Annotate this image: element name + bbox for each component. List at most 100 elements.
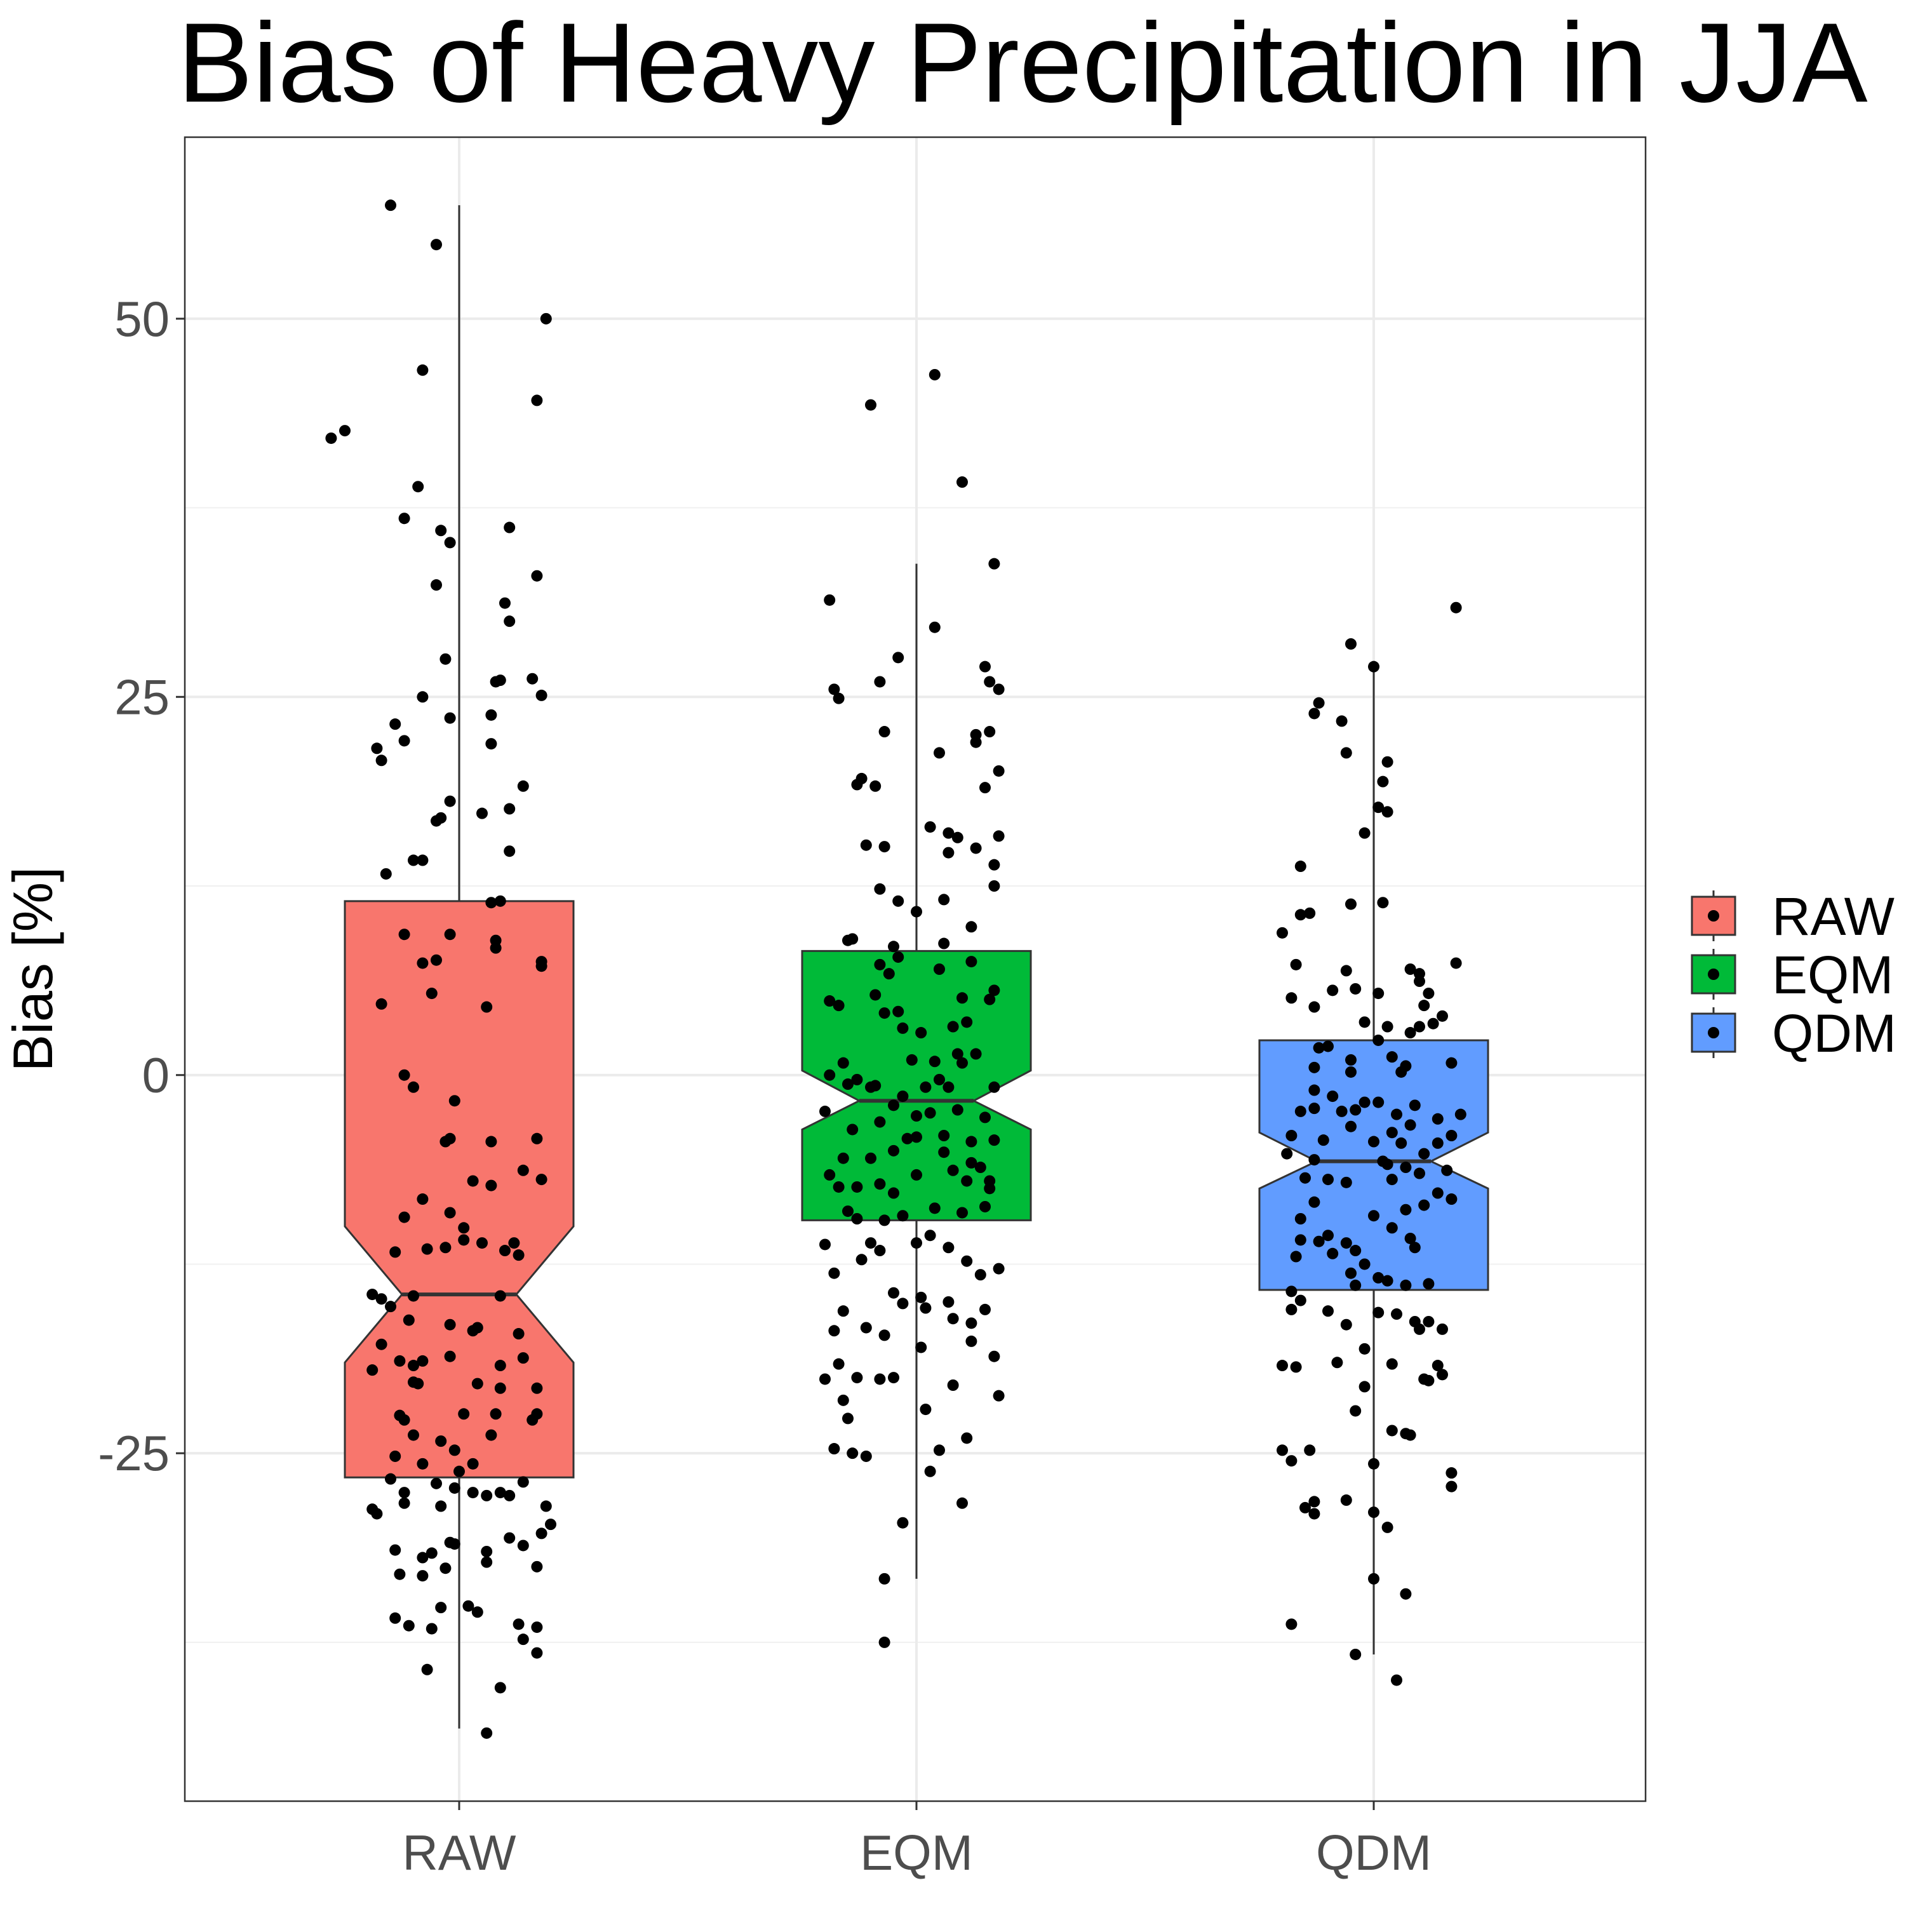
data-point [531, 570, 543, 582]
data-point [943, 827, 955, 839]
data-point [439, 1136, 452, 1148]
data-point [471, 1606, 483, 1618]
data-point [408, 854, 419, 866]
data-point [1368, 1210, 1379, 1222]
data-point [417, 364, 429, 376]
data-point [471, 1322, 483, 1334]
data-point [924, 1230, 936, 1242]
data-point [934, 1073, 945, 1085]
data-point [819, 1238, 831, 1251]
data-point [531, 1408, 543, 1420]
data-point [1313, 1042, 1325, 1054]
data-point [517, 1540, 529, 1552]
data-point [1308, 1001, 1320, 1013]
data-point [431, 815, 442, 827]
data-point [1340, 965, 1352, 977]
data-point [1427, 1017, 1439, 1030]
data-point [1331, 1357, 1343, 1369]
data-point [485, 709, 497, 721]
data-point [1404, 1232, 1416, 1244]
data-point [1400, 1588, 1412, 1600]
data-point [1290, 958, 1302, 970]
data-point [504, 803, 516, 815]
data-point [398, 929, 410, 941]
box-eqm [801, 949, 1032, 1221]
data-point [1358, 1343, 1371, 1355]
data-point [1418, 1000, 1430, 1012]
data-point [1386, 1222, 1398, 1234]
data-point [1336, 715, 1348, 727]
data-point [1345, 1120, 1357, 1132]
data-point [938, 894, 950, 906]
data-point [965, 1157, 977, 1169]
data-point [504, 1532, 516, 1544]
data-point [398, 1414, 410, 1426]
chart-title: Bias of Heavy Precipitation in JJA [177, 0, 1868, 126]
data-point [1372, 988, 1385, 1000]
data-point [426, 988, 438, 1000]
data-point [974, 1162, 986, 1174]
data-point [1308, 1154, 1320, 1166]
data-point [431, 954, 442, 966]
data-point [988, 859, 1000, 871]
data-point [993, 765, 1005, 777]
data-point [1386, 1051, 1398, 1063]
data-point [984, 676, 996, 688]
data-point [943, 1242, 955, 1254]
data-point [417, 1355, 429, 1367]
data-point [979, 782, 991, 794]
data-point [1381, 1021, 1393, 1033]
data-point [970, 842, 982, 854]
data-point [1386, 1174, 1398, 1186]
data-point [860, 1322, 872, 1334]
data-point [1340, 1318, 1352, 1331]
data-point [988, 558, 1000, 570]
data-point [833, 1358, 845, 1370]
data-point [874, 1178, 886, 1190]
data-point [1345, 1066, 1357, 1078]
data-point [375, 755, 387, 767]
data-point [458, 1222, 470, 1234]
data-point [855, 1254, 868, 1266]
data-point [1404, 1119, 1416, 1131]
data-point [1358, 1381, 1371, 1393]
data-point [1381, 1158, 1393, 1171]
data-point [847, 933, 859, 945]
data-point [965, 1136, 977, 1148]
data-point [860, 839, 872, 851]
data-point [1294, 909, 1306, 921]
data-point [444, 1318, 456, 1331]
data-point [1350, 1648, 1362, 1660]
data-point [517, 780, 529, 792]
data-point [375, 998, 387, 1010]
data-point [1391, 1308, 1402, 1320]
data-point [828, 1267, 840, 1279]
data-point [1404, 1429, 1416, 1441]
data-point [508, 1237, 520, 1249]
data-point [1446, 1193, 1458, 1205]
data-point [1313, 697, 1325, 709]
data-point [965, 1317, 977, 1329]
data-point [906, 1054, 918, 1066]
data-point [1400, 1204, 1412, 1216]
data-point [1368, 1573, 1379, 1585]
data-point [1350, 983, 1362, 995]
data-point [1395, 1066, 1407, 1078]
data-point [888, 1372, 899, 1384]
data-point [426, 1623, 438, 1635]
data-point [1446, 1467, 1458, 1479]
data-point [398, 1497, 410, 1509]
data-point [339, 425, 351, 437]
data-point [878, 1214, 890, 1226]
data-point [417, 691, 429, 703]
data-point [389, 1544, 401, 1556]
data-point [911, 1110, 922, 1122]
data-point [1345, 638, 1357, 650]
data-point [947, 1313, 959, 1325]
data-point [494, 1290, 506, 1302]
data-point [1381, 1521, 1393, 1533]
data-point [869, 989, 882, 1001]
data-point [481, 1001, 493, 1013]
data-point [938, 937, 950, 949]
data-point [1290, 1361, 1302, 1373]
